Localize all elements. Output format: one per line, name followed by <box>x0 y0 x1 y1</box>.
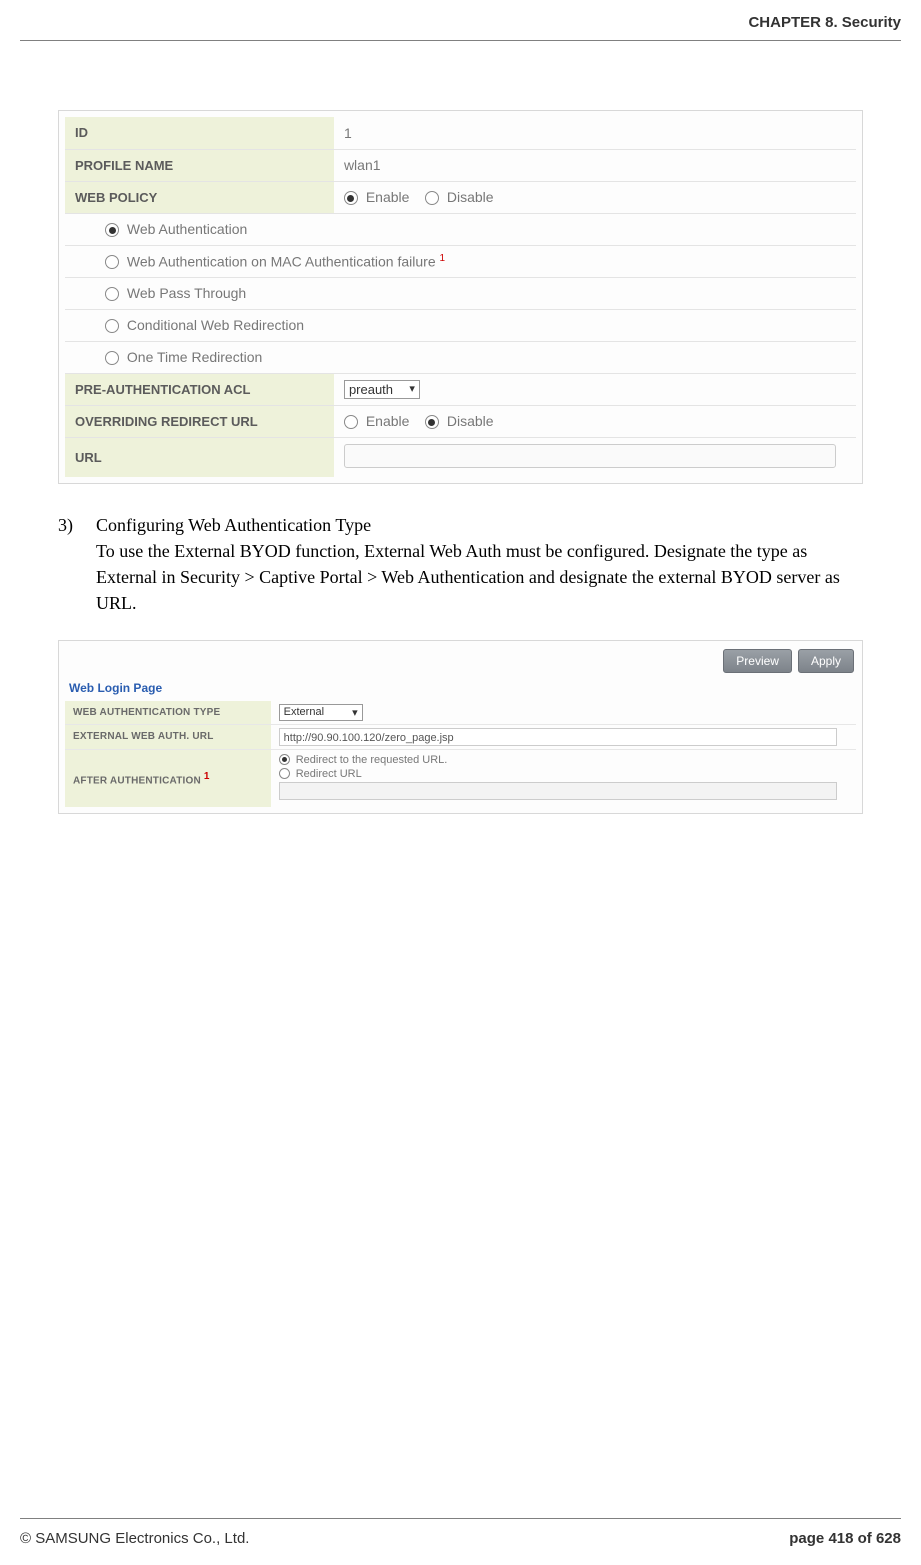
row-id: ID 1 <box>65 117 856 149</box>
row-profile-name: PROFILE NAME wlan1 <box>65 149 856 181</box>
row-opt-one-time: One Time Redirection <box>65 341 856 373</box>
footnote-1-icon: 1 <box>440 253 446 264</box>
header-rule <box>20 40 901 41</box>
chevron-down-icon: ▾ <box>352 706 358 719</box>
label-url: URL <box>65 437 334 477</box>
button-row: Preview Apply <box>65 647 856 679</box>
row-opt-web-auth: Web Authentication <box>65 213 856 245</box>
row-after-auth: AFTER AUTHENTICATION 1 Redirect to the r… <box>65 749 856 807</box>
radio-enable-label: Enable <box>366 189 410 205</box>
auth-type-select[interactable]: External ▾ <box>279 704 363 721</box>
radio-one-time-icon[interactable] <box>105 351 119 365</box>
page-header: CHAPTER 8. Security <box>748 14 901 31</box>
radio-pass-through-icon[interactable] <box>105 287 119 301</box>
web-login-section-title: Web Login Page <box>65 679 856 701</box>
step-3-block: 3) Configuring Web Authentication Type T… <box>58 512 863 616</box>
value-web-policy: Enable Disable <box>334 181 856 213</box>
row-opt-pass-through: Web Pass Through <box>65 277 856 309</box>
url-input[interactable] <box>344 444 836 468</box>
radio-override-enable-label: Enable <box>366 413 410 429</box>
radio-redirect-url-icon[interactable] <box>279 768 290 779</box>
label-after-auth-text: AFTER AUTHENTICATION <box>73 775 201 786</box>
preauth-select-value: preauth <box>349 382 393 397</box>
radio-mac-fail-icon[interactable] <box>105 255 119 269</box>
auth-type-value: External <box>284 706 324 718</box>
row-url: URL <box>65 437 856 477</box>
label-after-auth: AFTER AUTHENTICATION 1 <box>65 749 271 807</box>
label-profile-name: PROFILE NAME <box>65 149 334 181</box>
step-number: 3) <box>58 512 96 616</box>
radio-enable-icon[interactable] <box>344 191 358 205</box>
row-auth-type: WEB AUTHENTICATION TYPE External ▾ <box>65 701 856 725</box>
apply-button[interactable]: Apply <box>798 649 854 673</box>
step-text: Configuring Web Authentication Type To u… <box>96 512 863 616</box>
chevron-down-icon: ▾ <box>409 382 415 395</box>
radio-disable-icon[interactable] <box>425 191 439 205</box>
page-footer: © SAMSUNG Electronics Co., Ltd. page 418… <box>20 1530 901 1547</box>
radio-redirect-url-label: Redirect URL <box>296 768 362 780</box>
row-preauth-acl: PRE-AUTHENTICATION ACL preauth ▾ <box>65 373 856 405</box>
preauth-select[interactable]: preauth ▾ <box>344 380 420 399</box>
row-web-policy: WEB POLICY Enable Disable <box>65 181 856 213</box>
radio-redirect-requested-icon[interactable] <box>279 754 290 765</box>
step-title: Configuring Web Authentication Type <box>96 515 371 535</box>
row-override-url: OVERRIDING REDIRECT URL Enable Disable <box>65 405 856 437</box>
web-login-table: WEB AUTHENTICATION TYPE External ▾ EXTER… <box>65 701 856 807</box>
row-opt-mac-fail: Web Authentication on MAC Authentication… <box>65 245 856 277</box>
radio-mac-fail-label: Web Authentication on MAC Authentication… <box>127 253 436 269</box>
radio-override-disable-label: Disable <box>447 413 494 429</box>
radio-redirect-requested-label: Redirect to the requested URL. <box>296 754 448 766</box>
radio-pass-through-label: Web Pass Through <box>127 285 246 301</box>
footnote-1-icon: 1 <box>204 771 210 782</box>
radio-web-auth-label: Web Authentication <box>127 221 247 237</box>
label-auth-type: WEB AUTHENTICATION TYPE <box>65 701 271 725</box>
label-web-policy: WEB POLICY <box>65 181 334 213</box>
label-override-url: OVERRIDING REDIRECT URL <box>65 405 334 437</box>
footer-rule <box>20 1518 901 1519</box>
radio-cond-redir-label: Conditional Web Redirection <box>127 317 304 333</box>
radio-web-auth-icon[interactable] <box>105 223 119 237</box>
value-profile-name: wlan1 <box>334 149 856 181</box>
radio-cond-redir-icon[interactable] <box>105 319 119 333</box>
radio-override-disable-icon[interactable] <box>425 415 439 429</box>
web-policy-table: ID 1 PROFILE NAME wlan1 WEB POLICY Enabl… <box>65 117 856 477</box>
content-area: ID 1 PROFILE NAME wlan1 WEB POLICY Enabl… <box>58 110 863 814</box>
label-id: ID <box>65 117 334 149</box>
radio-disable-label: Disable <box>447 189 494 205</box>
ext-url-input[interactable]: http://90.90.100.120/zero_page.jsp <box>279 728 837 746</box>
row-opt-cond-redir: Conditional Web Redirection <box>65 309 856 341</box>
label-ext-url: EXTERNAL WEB AUTH. URL <box>65 724 271 749</box>
web-login-panel: Preview Apply Web Login Page WEB AUTHENT… <box>58 640 863 814</box>
radio-override-enable-icon[interactable] <box>344 415 358 429</box>
radio-one-time-label: One Time Redirection <box>127 349 262 365</box>
step-body: To use the External BYOD function, Exter… <box>96 541 840 613</box>
preview-button[interactable]: Preview <box>723 649 792 673</box>
row-ext-url: EXTERNAL WEB AUTH. URL http://90.90.100.… <box>65 724 856 749</box>
page-number: page 418 of 628 <box>789 1530 901 1547</box>
web-policy-panel: ID 1 PROFILE NAME wlan1 WEB POLICY Enabl… <box>58 110 863 484</box>
label-preauth-acl: PRE-AUTHENTICATION ACL <box>65 373 334 405</box>
copyright-text: © SAMSUNG Electronics Co., Ltd. <box>20 1530 249 1547</box>
redirect-url-input[interactable] <box>279 782 837 800</box>
value-id: 1 <box>334 117 856 149</box>
